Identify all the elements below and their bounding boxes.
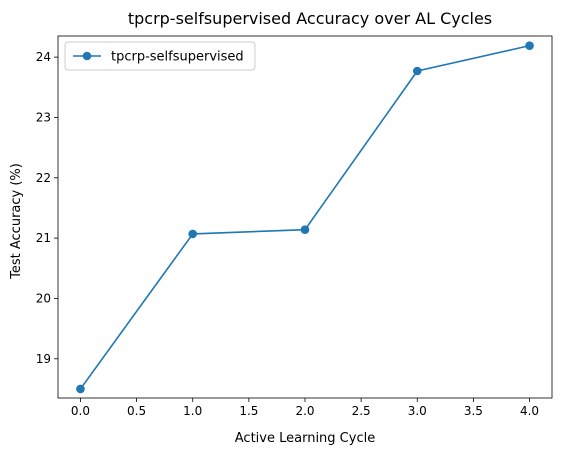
y-axis-label: Test Accuracy (%) xyxy=(9,163,24,280)
y-tick-label: 24 xyxy=(36,50,51,64)
legend-marker xyxy=(82,51,92,61)
y-tick-label: 23 xyxy=(36,110,51,124)
x-tick-label: 4.0 xyxy=(520,404,539,418)
data-point xyxy=(525,41,534,50)
y-tick-label: 21 xyxy=(36,231,51,245)
data-point xyxy=(300,225,310,234)
x-tick-label: 0.0 xyxy=(71,404,90,418)
x-tick-label: 1.0 xyxy=(183,404,202,418)
data-point xyxy=(76,384,85,394)
y-tick-label: 20 xyxy=(36,291,51,305)
x-tick-label: 1.5 xyxy=(239,404,258,418)
x-tick-label: 3.0 xyxy=(408,404,427,418)
plot-area: 0.0 0.5 1.0 1.5 2.0 2.5 3.0 3.5 4.0 19 20 21 22 23 24 t… xyxy=(36,35,553,418)
x-axis-label: Active Learning Cycle xyxy=(235,431,375,446)
legend-box xyxy=(64,41,256,71)
data-point xyxy=(188,229,198,239)
legend-label: tpcrp-selfsupervised xyxy=(111,50,244,65)
y-tick-label: 19 xyxy=(36,352,51,366)
x-tick-label: 2.0 xyxy=(295,404,314,418)
x-tick-label: 2.5 xyxy=(352,404,371,418)
axes-frame xyxy=(57,35,553,399)
x-tick-label: 0.5 xyxy=(127,404,146,418)
y-tick-label: 22 xyxy=(36,171,51,185)
x-tick-label: 3.5 xyxy=(464,404,483,418)
chart-title: tpcrp-selfsupervised Accuracy over AL Cy… xyxy=(128,9,492,28)
data-point xyxy=(412,66,422,76)
